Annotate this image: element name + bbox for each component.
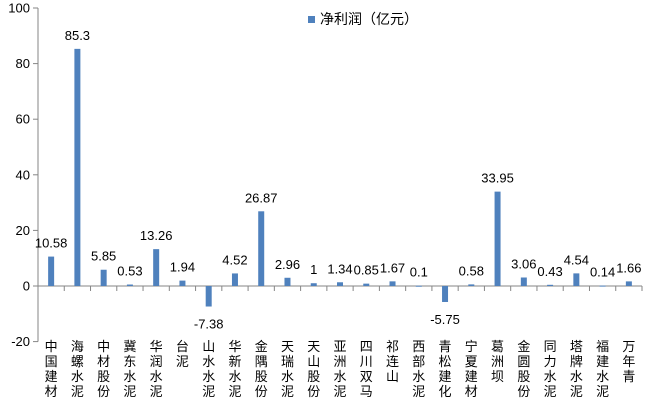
category-label: 中国建材 [45,340,58,400]
data-label: 2.96 [275,257,300,272]
bar [494,191,501,286]
data-label: 85.3 [65,28,90,43]
data-label: 5.85 [91,249,116,264]
data-label: 0.53 [117,264,142,279]
y-tick-label: 40 [16,167,30,182]
y-tick-label: 60 [16,112,30,127]
category-label: 台泥 [176,340,189,370]
y-axis-ticks: -20 0 20 40 60 80 100 [8,1,38,349]
bar [205,286,212,307]
data-label: 4.54 [564,252,589,267]
x-axis-ticks [37,286,643,291]
bar [284,277,291,286]
category-label: 同力水泥 [544,340,557,400]
y-tick-label: -20 [11,334,30,349]
data-label: 1 [310,262,317,277]
category-label: 天山股份 [307,340,320,400]
bar [231,273,238,286]
data-label: -7.38 [194,317,224,332]
bar [442,286,449,302]
category-label: 塔牌水泥 [570,340,583,400]
category-label: 祁连山 [386,340,399,385]
data-label: 0.58 [459,263,484,278]
bar [126,284,133,286]
category-label: 海螺水泥 [71,340,84,400]
category-label: 金圆股份 [517,339,530,400]
bar [468,284,475,286]
bar [258,211,265,286]
bar [153,249,160,286]
data-label: 1.94 [170,260,195,275]
y-tick-label: 20 [16,223,30,238]
category-label: 福建水泥 [596,340,609,400]
bar [573,273,580,286]
data-label: 3.06 [511,256,536,271]
data-label: 4.52 [222,252,247,267]
category-label: 葛洲坝 [491,340,504,385]
data-label: 1.67 [380,260,405,275]
bar [625,281,632,286]
legend: 净利润（亿元） [308,12,418,28]
bar [363,283,370,286]
bar [520,277,527,286]
bar [547,284,554,286]
y-tick-label: 80 [16,56,30,71]
data-label: 0.1 [410,265,428,280]
data-label: 0.85 [354,263,379,278]
bar [100,269,107,286]
data-label: 33.95 [481,171,514,186]
data-label: 13.26 [140,228,173,243]
bar [415,285,422,287]
category-label: 华新水泥 [228,340,241,400]
data-label: -5.75 [430,312,460,327]
category-label: 山水水泥 [202,340,215,400]
category-label: 亚洲水泥 [333,340,346,400]
bar [74,48,81,287]
legend-label: 净利润（亿元） [320,12,418,28]
data-label: 1.34 [327,261,352,276]
category-label: 冀东水泥 [123,339,136,400]
data-label: 1.66 [616,260,641,275]
category-label: 西部水泥 [412,340,425,400]
category-label: 万年青 [622,340,635,385]
legend-swatch [308,16,315,23]
bar [599,285,606,287]
bar-series [48,48,632,307]
bar [337,282,343,286]
category-label: 四川双马 [360,340,373,400]
bar [310,283,317,286]
y-tick-label: 100 [8,1,30,16]
bar [179,280,186,286]
bar [48,256,55,286]
data-labels: 10.5885.35.850.5313.261.94-7.384.5226.87… [35,28,642,332]
category-label: 金隅股份 [255,339,268,400]
category-label: 青松建化 [439,340,452,400]
category-label: 宁夏建材 [465,339,478,400]
data-label: 0.14 [590,265,615,280]
data-label: 10.58 [35,236,68,251]
data-label: 0.43 [537,264,562,279]
y-tick-label: 0 [23,279,30,294]
category-label: 华润水泥 [150,340,163,400]
bar [389,281,396,286]
axes [37,8,642,342]
category-label: 天瑞水泥 [281,340,294,400]
category-label: 中材股份 [97,340,110,400]
data-label: 26.87 [245,190,278,205]
